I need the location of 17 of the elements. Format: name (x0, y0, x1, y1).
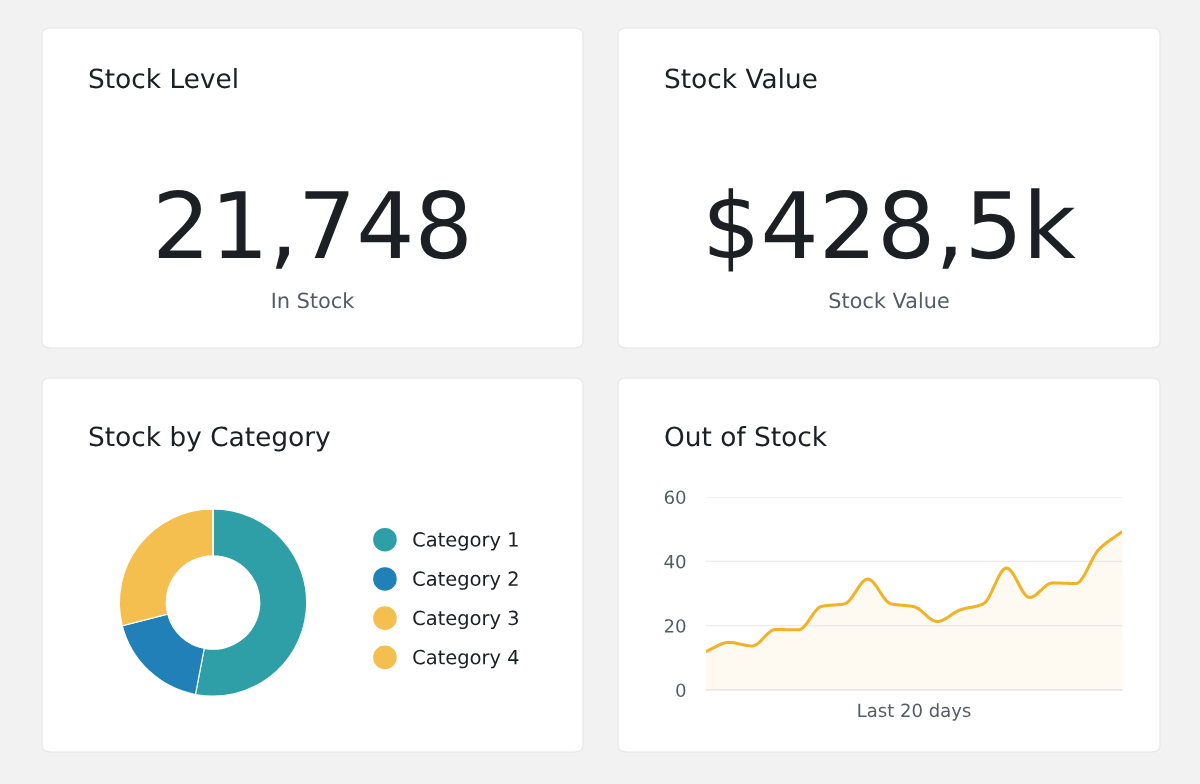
text: In Stock (272, 292, 355, 309)
text: $428,5k (709, 188, 1076, 272)
y-tick-label: 0 (676, 683, 686, 698)
x-axis-title: Last 20 days (858, 703, 971, 721)
text: Stock Value (665, 67, 817, 89)
chart-title: Stock by Category (89, 425, 330, 452)
text: Stock Level (89, 67, 237, 89)
text: Stock Value (829, 292, 949, 309)
text: 21,748 (158, 189, 467, 269)
legend-label: Category 3 (413, 610, 518, 630)
legend-label: Category 4 (413, 649, 519, 669)
legend-label: Category 2 (413, 571, 518, 590)
chart-title: Out of Stock (665, 425, 828, 447)
y-tick-label: 20 (664, 619, 686, 633)
legend-label: Category 1 (413, 532, 518, 551)
y-tick-label: 40 (664, 554, 686, 569)
y-tick-label: 60 (664, 490, 686, 505)
